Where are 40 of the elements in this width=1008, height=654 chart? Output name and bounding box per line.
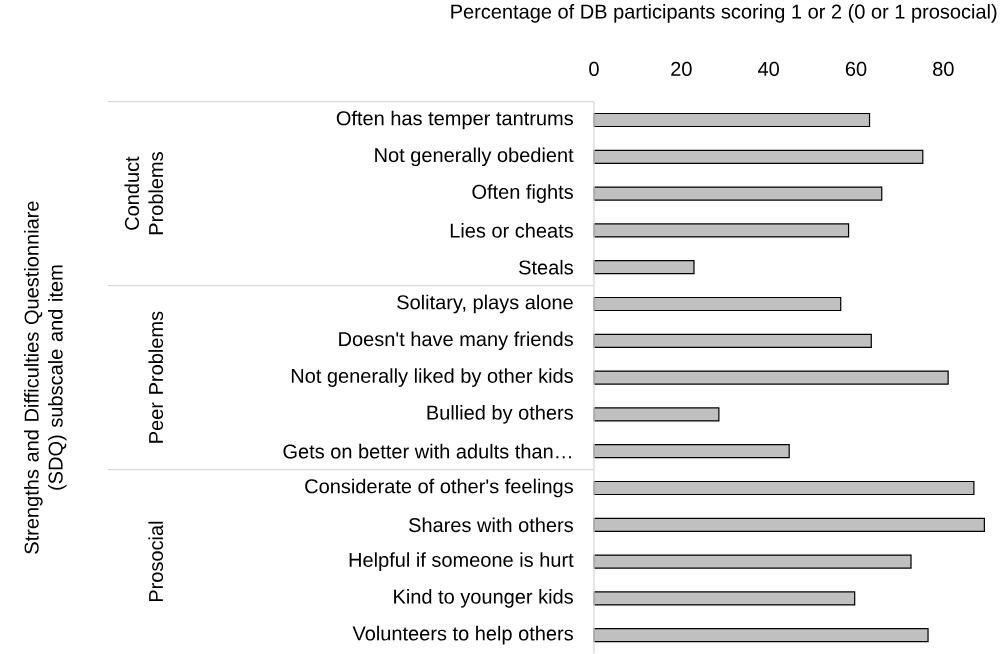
bar xyxy=(593,296,842,312)
x-tick-label: 80 xyxy=(933,61,954,76)
bar xyxy=(593,260,695,275)
bar xyxy=(593,223,850,238)
x-tick-label: 60 xyxy=(845,61,867,76)
bar xyxy=(593,480,975,496)
y-tick-label: Solitary, plays alone xyxy=(397,294,573,314)
y-tick-label: Kind to younger kids xyxy=(394,589,573,608)
y-tick-label: Shares with others xyxy=(409,517,573,533)
bar xyxy=(593,112,871,128)
bar xyxy=(593,444,790,459)
y-tick-label: Not generally liked by other kids xyxy=(291,368,573,387)
text: Strengths and Difficulties Questionniare (SDQ) subscale and item xyxy=(24,201,67,554)
bar xyxy=(593,333,872,348)
y-tick-label: Steals xyxy=(519,259,573,275)
y-tick-label: Helpful if someone is hurt xyxy=(349,552,574,571)
x-tick-label: 20 xyxy=(671,61,692,76)
y-tick-label: Considerate of other's feelings xyxy=(305,478,573,498)
bar xyxy=(593,554,912,569)
y-tick-label: Bullied by others xyxy=(427,405,573,424)
bar xyxy=(593,591,856,606)
x-axis-title: Percentage of DB participants scoring 1 or 2 (0 or 1 prosocial) xyxy=(451,4,997,23)
y-tick-label: Doesn't have many friends xyxy=(339,331,573,351)
x-tick-label: 0 xyxy=(589,61,599,76)
bar xyxy=(593,370,949,385)
x-tick-label: 40 xyxy=(758,61,779,76)
y-tick-label: Lies or cheats xyxy=(450,223,573,238)
bar xyxy=(593,149,924,164)
text: Prosocial xyxy=(148,521,164,602)
text: Conduct Problems xyxy=(124,152,164,235)
bar xyxy=(593,628,929,643)
bar xyxy=(593,517,985,532)
y-tick-label: Often has temper tantrums xyxy=(336,110,573,130)
bar xyxy=(593,407,720,422)
y-tick-label: Gets on better with adults than… xyxy=(283,443,571,459)
text: Peer Problems xyxy=(148,311,164,443)
y-tick-label: Often fights xyxy=(472,184,573,203)
bar xyxy=(593,186,883,201)
y-tick-label: Volunteers to help others xyxy=(352,625,573,645)
y-tick-label: Not generally obedient xyxy=(375,147,574,167)
